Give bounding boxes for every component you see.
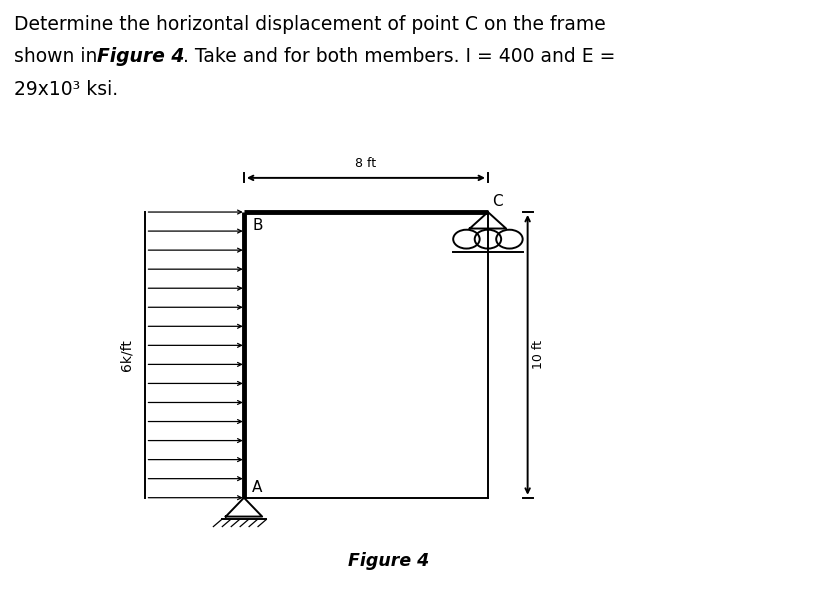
Text: 8 ft: 8 ft [356,157,376,170]
Text: Determine the horizontal displacement of point C on the frame: Determine the horizontal displacement of… [14,15,606,34]
Text: Figure 4: Figure 4 [98,47,184,66]
Text: 6k/ft: 6k/ft [120,339,133,371]
Text: B: B [252,218,263,233]
Text: A: A [252,480,263,495]
Text: Figure 4: Figure 4 [348,551,429,570]
Text: 29x10³ ksi.: 29x10³ ksi. [14,80,118,98]
Text: shown in: shown in [14,47,103,66]
Text: . Take and for both members. I = 400 and E =: . Take and for both members. I = 400 and… [183,47,615,66]
Text: C: C [492,194,503,209]
Text: 10 ft: 10 ft [532,340,545,369]
